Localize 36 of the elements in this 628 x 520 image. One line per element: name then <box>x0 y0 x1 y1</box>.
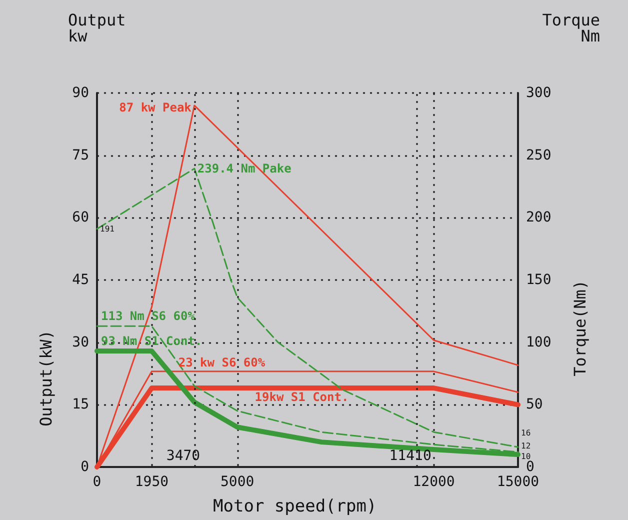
x-tick-label: 12000 <box>412 474 455 490</box>
y2-tick-label: 100 <box>526 334 552 350</box>
x-tick-label: 5000 <box>220 474 254 490</box>
series-label: 19kw S1 Cont. <box>254 390 349 404</box>
y-tick-label: 30 <box>72 334 89 350</box>
series-label: 23 kw S6 60% <box>178 355 266 370</box>
data-label: 12 <box>521 442 531 451</box>
ref-line-label: 11410 <box>389 448 432 464</box>
y2-axis-title: Torque(Nm) <box>570 280 590 376</box>
ref-line-label: 3470 <box>166 448 200 464</box>
x-axis-title: Motor speed(rpm) <box>213 496 377 516</box>
x-tick-label: 15000 <box>496 474 540 490</box>
y2-tick-label: 250 <box>526 147 552 164</box>
text: Output kw <box>68 10 126 46</box>
series-label: 87 kw Peak <box>119 100 192 114</box>
y-tick-label: 90 <box>72 85 89 101</box>
y-tick-label: 0 <box>80 459 89 475</box>
y2-tick-label: 50 <box>526 396 543 413</box>
data-label: 10 <box>521 452 531 462</box>
y-tick-label: 75 <box>72 147 89 164</box>
y-tick-label: 60 <box>72 210 89 226</box>
y-tick-label: 15 <box>72 396 89 413</box>
x-tick-label: 0 <box>92 474 102 490</box>
data-label: 191 <box>100 224 115 234</box>
y2-tick-label: 0 <box>526 459 534 475</box>
y2-tick-label: 200 <box>526 210 552 226</box>
y-axis-title: Output(kW) <box>36 330 56 426</box>
series-label: 113 Nm S6 60% <box>101 309 196 324</box>
y2-tick-label: 300 <box>526 85 552 101</box>
y-tick-label: 45 <box>72 272 89 288</box>
text: Torque Nm <box>542 10 600 46</box>
x-tick-label: 1950 <box>134 474 169 490</box>
series-label: 93 Nm S1 Cont. <box>101 334 202 348</box>
series-label: 239.4 Nm Pake <box>197 162 292 176</box>
data-label: 16 <box>521 428 531 438</box>
y2-tick-label: 150 <box>526 272 552 288</box>
